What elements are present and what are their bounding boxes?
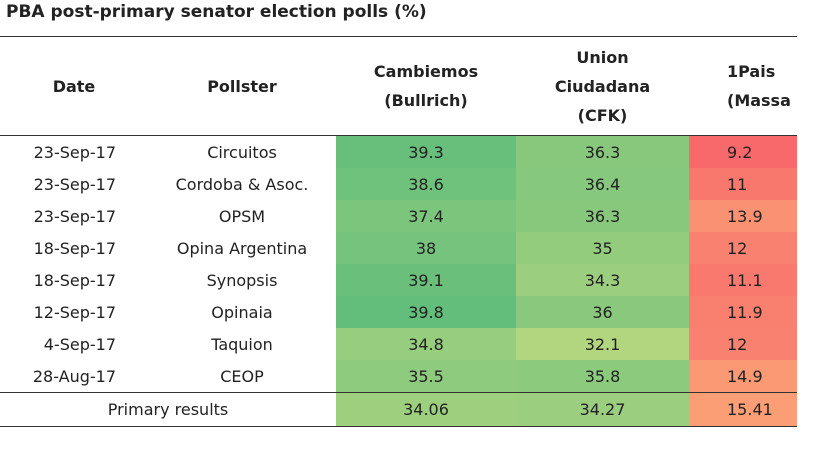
cell-date: 23-Sep-17 <box>33 206 116 226</box>
header-cambiemos: Cambiemos (Bullrich) <box>336 36 516 136</box>
table-viewport: Date Pollster Cambiemos (Bullrich) Union… <box>0 36 797 427</box>
table-row: 18-Sep-17 Synopsis 39.1 34.3 11.1 <box>0 264 797 296</box>
cell-pollster: Opina Argentina <box>176 238 308 258</box>
cell-pollster: Circuitos <box>207 142 277 162</box>
table-row: 23-Sep-17 Circuitos 39.3 36.3 9.2 <box>0 135 797 168</box>
poll-table: Date Pollster Cambiemos (Bullrich) Union… <box>0 36 797 427</box>
cell-cambiemos: 39.8 <box>336 296 516 328</box>
cell-pais: 14.9 <box>689 360 797 393</box>
cell-pollster: Synopsis <box>206 270 278 290</box>
table-row: 4-Sep-17 Taquion 34.8 32.1 12 <box>0 328 797 360</box>
cell-cambiemos: 38.6 <box>336 168 516 200</box>
table-row: 18-Sep-17 Opina Argentina 38 35 12 <box>0 232 797 264</box>
cell-pais: 11 <box>689 168 797 200</box>
cell-cambiemos: 38 <box>336 232 516 264</box>
cell-union: 35.8 <box>516 360 689 393</box>
cell-date: 4-Sep-17 <box>43 334 116 354</box>
header-row: Date Pollster Cambiemos (Bullrich) Union… <box>0 36 797 136</box>
cell-union: 34.3 <box>516 264 689 296</box>
cell-date: 28-Aug-17 <box>32 366 116 386</box>
cell-cambiemos: 35.5 <box>336 360 516 393</box>
cell-date: 18-Sep-17 <box>33 270 116 290</box>
cell-pais: 11.1 <box>689 264 797 296</box>
cell-union: 36 <box>516 296 689 328</box>
primary-results-row: Primary results 34.06 34.27 15.41 <box>0 392 797 427</box>
cell-date: 18-Sep-17 <box>33 238 116 258</box>
cell-pais: 11.9 <box>689 296 797 328</box>
header-pais-line: 1Pais <box>727 62 776 81</box>
cell-cambiemos: 39.1 <box>336 264 516 296</box>
header-union: Union Ciudadana (CFK) <box>516 36 689 136</box>
table-row: 23-Sep-17 OPSM 37.4 36.3 13.9 <box>0 200 797 232</box>
table-row: 28-Aug-17 CEOP 35.5 35.8 14.9 <box>0 360 797 393</box>
primary-pais: 15.41 <box>689 392 797 427</box>
cell-union: 36.3 <box>516 135 689 168</box>
primary-cambiemos: 34.06 <box>336 392 516 427</box>
cell-cambiemos: 39.3 <box>336 135 516 168</box>
header-date: Date <box>0 36 148 136</box>
cell-pais: 12 <box>689 328 797 360</box>
table-title: PBA post-primary senator election polls … <box>6 2 427 22</box>
cell-cambiemos: 37.4 <box>336 200 516 232</box>
primary-results-label: Primary results <box>0 392 336 427</box>
cell-union: 36.4 <box>516 168 689 200</box>
table-row: 23-Sep-17 Cordoba & Asoc. 38.6 36.4 11 <box>0 168 797 200</box>
cell-pais: 12 <box>689 232 797 264</box>
header-union-line: Union <box>576 47 629 67</box>
header-cambiemos-line: (Bullrich) <box>384 91 468 110</box>
table-body: 23-Sep-17 Circuitos 39.3 36.3 9.2 23-Sep-17 Co… <box>0 135 797 427</box>
header-pollster: Pollster <box>148 36 336 136</box>
cell-pollster: OPSM <box>218 206 266 226</box>
cell-pollster: Opinaia <box>211 302 273 322</box>
cell-cambiemos: 34.8 <box>336 328 516 360</box>
cell-pollster: CEOP <box>220 366 264 386</box>
cell-pollster: Cordoba & Asoc. <box>175 174 309 194</box>
cell-union: 32.1 <box>516 328 689 360</box>
cell-pais: 9.2 <box>689 135 797 168</box>
cell-date: 12-Sep-17 <box>33 302 116 322</box>
table-row: 12-Sep-17 Opinaia 39.8 36 11.9 <box>0 296 797 328</box>
header-pais-line: (Massa <box>727 91 791 110</box>
primary-union: 34.27 <box>516 392 689 427</box>
header-pais: 1Pais (Massa <box>689 36 797 136</box>
cell-union: 36.3 <box>516 200 689 232</box>
cell-date: 23-Sep-17 <box>33 174 116 194</box>
cell-pollster: Taquion <box>211 334 273 354</box>
cell-date: 23-Sep-17 <box>33 142 116 162</box>
cell-union: 35 <box>516 232 689 264</box>
header-union-line: (CFK) <box>577 105 628 125</box>
cell-pais: 13.9 <box>689 200 797 232</box>
header-cambiemos-line: Cambiemos <box>373 62 479 81</box>
header-union-line: Ciudadana <box>554 76 651 96</box>
